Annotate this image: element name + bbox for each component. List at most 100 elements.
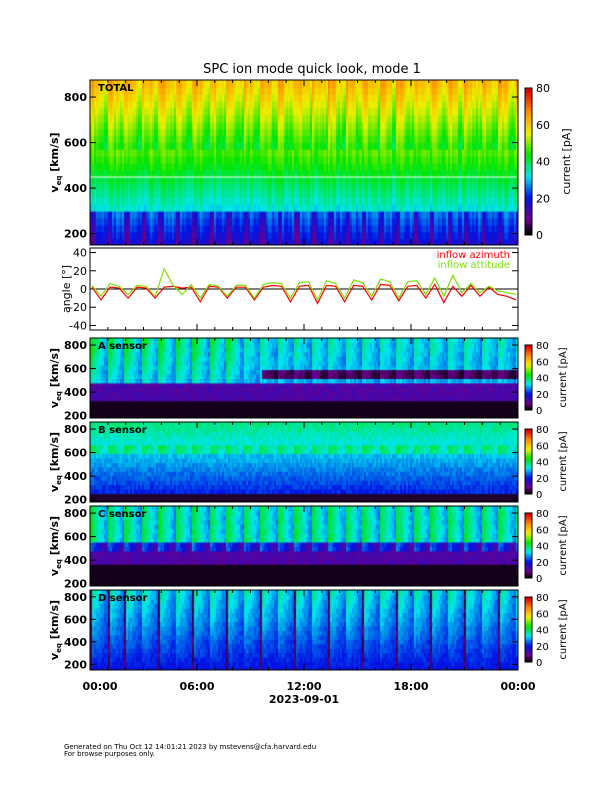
- colorbar-cell: [525, 358, 532, 361]
- y-axis-label: veq [km/s]: [48, 132, 63, 192]
- colorbar-cell: [525, 649, 532, 652]
- x-tick-label: 00:00: [500, 680, 535, 693]
- y-tick-label: 800: [64, 423, 87, 436]
- colorbar-cell: [525, 124, 532, 129]
- y-tick-label: 200: [64, 494, 87, 507]
- colorbar-tick-label: 60: [536, 119, 550, 132]
- colorbar-cell: [525, 375, 532, 378]
- colorbar-cell: [525, 640, 532, 643]
- colorbar-cell: [525, 563, 532, 566]
- colorbar-cell: [525, 223, 532, 229]
- b-sensor-spectrogram: [90, 422, 518, 502]
- colorbar-cell: [525, 393, 532, 396]
- colorbar-cell: [525, 598, 532, 601]
- colorbar-cell: [525, 132, 532, 137]
- colorbar-tick-label: 40: [536, 156, 550, 169]
- colorbar-cell: [525, 624, 532, 627]
- colorbar-cell: [525, 382, 532, 385]
- colorbar-cell: [525, 451, 532, 454]
- colorbar-cell: [525, 537, 532, 540]
- colorbar-cell: [525, 110, 532, 115]
- colorbar-cell: [525, 190, 532, 196]
- colorbar-cell: [525, 514, 532, 517]
- colorbar-cell: [525, 88, 532, 93]
- colorbar-frame: [524, 344, 533, 411]
- colorbar-tick-label: 80: [536, 341, 549, 352]
- colorbar-cell: [525, 179, 532, 185]
- colorbar-cell: [525, 388, 532, 391]
- colorbar-cell: [525, 639, 532, 642]
- y-tick-label: 600: [64, 137, 87, 150]
- colorbar-cell: [525, 372, 532, 375]
- colorbar-cell: [525, 461, 532, 464]
- legend-azimuth: inflow azimuth: [437, 250, 510, 261]
- colorbar-cell: [525, 401, 532, 404]
- colorbar-cell: [525, 95, 532, 100]
- colorbar-cell: [525, 154, 532, 159]
- colorbar-label: current [pA]: [560, 128, 573, 194]
- x-axis-label: 2023-09-01: [269, 693, 339, 706]
- colorbar-cell: [525, 458, 532, 461]
- colorbar-cell: [525, 616, 532, 619]
- colorbar-cell: [525, 627, 532, 630]
- angle-y-label: angle [°]: [60, 265, 73, 313]
- colorbar-cell: [525, 481, 532, 484]
- colorbar-cell: [525, 212, 532, 218]
- colorbar-cell: [525, 485, 532, 488]
- colorbar-tick-label: 20: [536, 642, 549, 653]
- d-sensor-label: D sensor: [98, 593, 147, 604]
- b-sensor-label: B sensor: [98, 425, 147, 436]
- colorbar-cell: [525, 542, 532, 545]
- colorbar-cell: [525, 346, 532, 349]
- colorbar-cell: [525, 385, 532, 388]
- total-spectrogram: [90, 80, 518, 245]
- colorbar-cell: [525, 345, 532, 348]
- colorbar-cell: [525, 135, 532, 140]
- colorbar-cell: [525, 606, 532, 609]
- c-sensor-frame: [89, 505, 519, 587]
- colorbar-tick-label: 0: [536, 406, 542, 417]
- colorbar-cell: [525, 150, 532, 155]
- colorbar-label: current [pA]: [558, 431, 569, 491]
- colorbar-cell: [525, 623, 532, 626]
- colorbar-cell: [525, 463, 532, 466]
- colorbar-cell: [525, 636, 532, 639]
- y-tick-label: 800: [64, 507, 87, 520]
- colorbar-cell: [525, 631, 532, 634]
- colorbar-cell: [525, 194, 532, 199]
- colorbar-cell: [525, 437, 532, 440]
- colorbar-cell: [525, 566, 532, 569]
- colorbar-cell: [525, 550, 532, 553]
- d-sensor-spectrogram: [90, 590, 518, 670]
- colorbar-cell: [525, 198, 532, 203]
- colorbar-cell: [525, 406, 532, 409]
- total-frame: [89, 79, 519, 246]
- inflow-azimuth-line: [91, 283, 517, 305]
- colorbar-cell: [525, 522, 532, 525]
- colorbar-cell: [525, 626, 532, 629]
- colorbar-cell: [525, 647, 532, 650]
- colorbar-cell: [525, 106, 532, 111]
- y-tick-label: 200: [64, 658, 87, 671]
- y-axis-label: veq [km/s]: [48, 516, 63, 576]
- colorbar-cell: [525, 443, 532, 446]
- colorbar-tick-label: 60: [536, 357, 549, 368]
- colorbar-cell: [525, 644, 532, 647]
- chart-title: SPC ion mode quick look, mode 1: [203, 62, 421, 77]
- colorbar-cell: [525, 446, 532, 449]
- colorbar-cell: [525, 535, 532, 538]
- colorbar-cell: [525, 484, 532, 487]
- total-label: TOTAL: [98, 83, 134, 94]
- y-tick-label: 0: [80, 283, 87, 296]
- colorbar-cell: [525, 568, 532, 571]
- y-tick-label: 40: [73, 247, 87, 260]
- y-axis-label: veq [km/s]: [48, 348, 63, 408]
- colorbar-cell: [525, 364, 532, 367]
- y-tick-label: 200: [64, 410, 87, 423]
- colorbar-cell: [525, 529, 532, 532]
- colorbar-cell: [525, 390, 532, 393]
- colorbar-cell: [525, 400, 532, 403]
- colorbar-cell: [525, 172, 532, 177]
- colorbar-cell: [525, 611, 532, 614]
- colorbar-cell: [525, 614, 532, 617]
